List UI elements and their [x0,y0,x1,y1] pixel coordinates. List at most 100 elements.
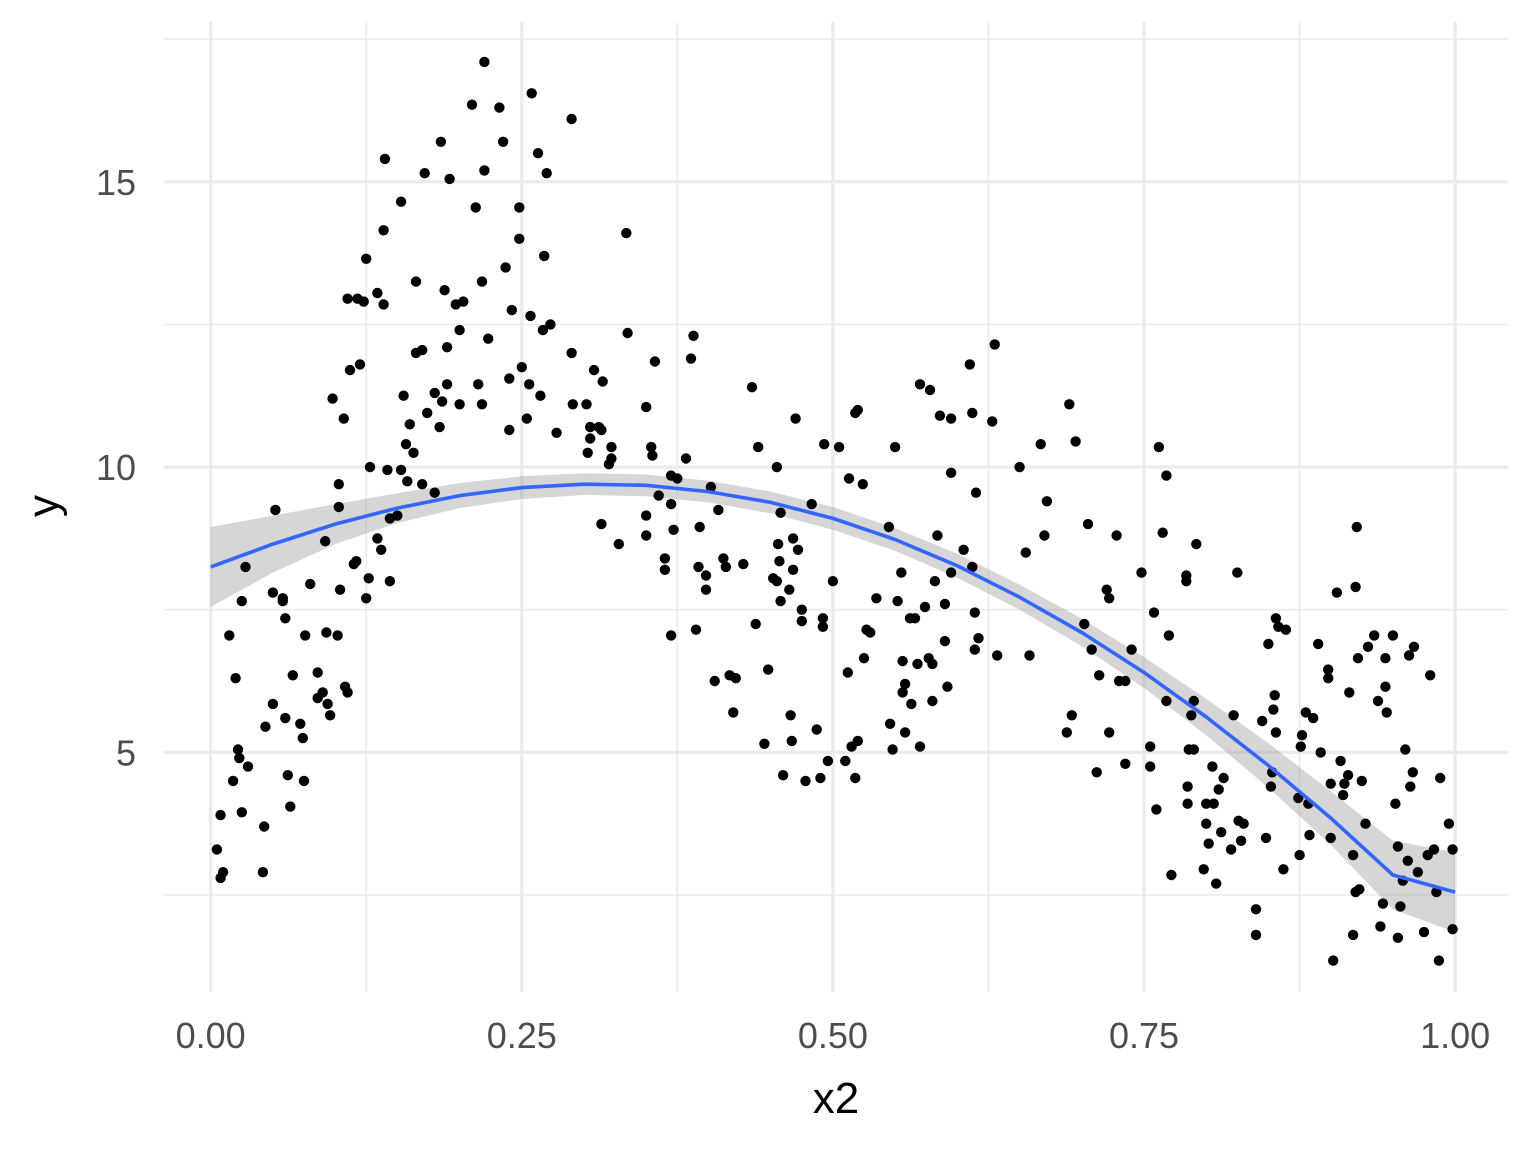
data-point [1392,841,1404,852]
data-point [659,564,671,575]
data-point [1082,518,1094,530]
data-point [843,473,855,484]
data-point [1425,670,1436,681]
data-point [334,584,346,595]
data-point [1201,798,1212,809]
data-point [1296,730,1308,741]
data-point [358,296,369,307]
data-point [1216,827,1227,838]
data-point [909,613,921,624]
data-point [987,416,998,427]
data-point [479,165,490,176]
data-point [417,344,428,356]
data-point [746,382,758,393]
x-tick-label: 0.00 [176,1015,246,1056]
data-point [792,544,804,555]
data-point [927,658,938,670]
data-point [1387,630,1399,641]
data-point [1328,955,1339,966]
data-point [400,439,412,450]
data-point [333,479,344,490]
data-point [1232,567,1243,578]
data-point [606,453,617,464]
data-point [924,384,936,396]
data-point [989,339,1000,350]
data-point [270,504,281,516]
data-point [436,396,448,407]
data-point [1101,584,1112,595]
data-point [1035,439,1046,450]
data-point [470,202,481,213]
data-point [1313,638,1324,650]
data-point [641,530,652,541]
data-point [858,653,870,664]
data-point [1268,704,1279,715]
data-point [282,770,293,781]
data-point [524,379,535,390]
data-point [771,576,783,587]
data-point [700,584,712,595]
data-point [1201,818,1212,829]
data-point [1161,470,1172,481]
data-point [1408,641,1420,652]
data-point [1400,744,1411,755]
data-point [606,441,617,453]
data-point [322,698,333,710]
data-point [1270,727,1282,738]
data-point [441,342,453,353]
data-point [342,293,353,304]
data-point [287,670,298,681]
data-point [217,867,229,878]
data-point [236,595,247,607]
data-point [1433,955,1445,966]
data-point [806,498,817,510]
data-point [897,655,908,667]
data-point [588,364,600,376]
smooth-line-layer [210,482,1456,894]
data-point [585,421,596,433]
data-point [1228,710,1239,721]
data-point [1380,681,1391,692]
data-point [1447,924,1458,935]
data-point [429,387,440,399]
data-point [817,613,829,624]
data-point [1161,695,1172,707]
data-point [889,441,901,453]
y-axis-tick-labels: 5 10 15 [96,162,136,774]
data-point [1145,741,1156,752]
data-point [713,504,724,516]
data-point [539,250,550,262]
data-point [321,627,332,638]
data-point [693,561,704,573]
data-point [361,593,372,604]
data-point [822,755,834,767]
data-point [526,88,537,99]
data-point [535,390,546,401]
data-point [865,627,876,638]
data-point [685,353,697,364]
data-point [372,533,383,544]
data-point [410,276,422,287]
data-point [1014,461,1025,473]
data-point [1412,867,1424,878]
data-point [1323,664,1334,675]
data-point [774,556,785,567]
data-point [259,821,270,832]
data-point [934,410,946,421]
confidence-band [210,473,1456,933]
data-point [295,718,306,729]
data-point [419,168,430,179]
data-point [1250,904,1262,915]
data-point [211,844,223,855]
data-point [1211,878,1222,889]
x-tick-label: 0.25 [487,1015,557,1056]
data-point [969,607,980,618]
data-point [1339,778,1350,789]
data-point [338,413,349,424]
data-point [240,561,251,573]
data-point [914,379,926,390]
data-point [1213,784,1224,795]
data-point [852,735,863,747]
data-point [1325,832,1336,844]
x-axis-tick-labels: 0.00 0.25 0.50 0.75 1.00 [176,1015,1491,1056]
